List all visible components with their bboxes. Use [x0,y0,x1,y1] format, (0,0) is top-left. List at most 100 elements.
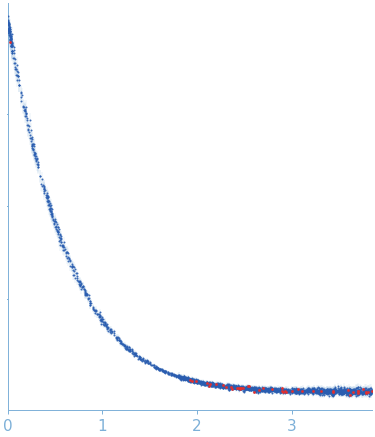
Point [288,388,294,395]
Point [301,387,307,394]
Point [328,390,334,397]
Point [285,388,291,395]
Point [252,384,258,391]
Point [325,388,331,395]
Point [219,383,225,390]
Point [368,389,374,396]
Point [189,377,195,384]
Point [267,386,273,393]
Point [120,341,126,348]
Point [262,388,268,395]
Point [316,385,322,392]
Point [120,341,126,348]
Point [233,386,239,393]
Point [289,389,295,396]
Point [210,379,216,386]
Point [324,385,330,392]
Point [104,321,110,328]
Point [231,384,237,391]
Point [309,389,315,396]
Point [321,386,327,393]
Point [225,382,231,389]
Point [179,375,185,382]
Point [144,357,150,364]
Point [137,355,143,362]
Point [351,390,357,397]
Point [257,388,263,395]
Point [352,388,358,395]
Point [8,39,14,46]
Point [296,388,302,395]
Point [211,381,217,388]
Point [124,343,130,350]
Point [214,380,220,387]
Point [318,388,324,395]
Point [233,383,239,390]
Point [171,371,177,378]
Point [121,343,127,350]
Point [356,389,362,396]
Point [213,382,219,389]
Point [366,393,372,400]
Point [46,200,53,207]
Point [308,386,314,393]
Point [338,391,344,398]
Point [298,387,304,394]
Point [193,378,199,385]
Point [337,387,343,394]
Point [368,391,374,398]
Point [341,390,347,397]
Point [177,373,183,380]
Point [293,388,299,395]
Point [345,390,351,397]
Point [324,388,330,395]
Point [363,388,369,395]
Point [170,371,176,378]
Point [7,34,13,41]
Point [230,384,236,391]
Point [348,386,354,393]
Point [207,381,213,388]
Point [290,386,296,393]
Point [86,295,92,302]
Point [234,385,240,392]
Point [226,386,232,393]
Point [298,387,304,394]
Point [211,384,217,391]
Point [245,386,251,393]
Point [327,387,333,394]
Point [358,388,364,395]
Point [258,387,264,394]
Point [192,377,198,384]
Point [326,386,332,393]
Point [240,385,246,392]
Point [213,382,219,388]
Point [339,388,345,395]
Point [333,385,339,392]
Point [204,379,210,386]
Point [196,380,202,387]
Point [244,384,250,391]
Point [178,375,184,382]
Point [314,386,320,393]
Point [300,387,306,394]
Point [333,387,339,394]
Point [67,257,73,264]
Point [301,388,307,395]
Point [214,380,220,387]
Point [69,264,75,271]
Point [292,385,298,392]
Point [41,185,47,192]
Point [9,40,15,47]
Point [320,389,326,396]
Point [306,388,312,395]
Point [108,325,114,332]
Point [136,355,142,362]
Point [238,384,244,391]
Point [255,387,261,394]
Point [234,384,240,391]
Point [243,385,249,392]
Point [187,376,193,383]
Point [329,388,335,395]
Point [183,375,189,382]
